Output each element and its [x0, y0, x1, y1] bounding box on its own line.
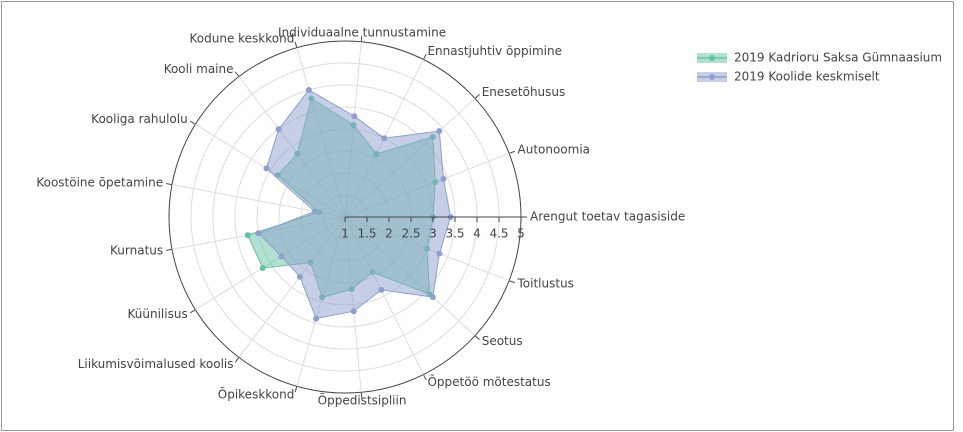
angular-tick: [189, 120, 196, 125]
category-label: Seotus: [482, 334, 523, 348]
series-point: [350, 308, 357, 315]
angular-tick: [360, 35, 363, 42]
category-label: Individuaalne tunnustamine: [278, 25, 446, 39]
series-point: [255, 230, 262, 237]
radial-tick-label: 2: [385, 227, 393, 241]
radial-tick-label: 3: [429, 227, 437, 241]
angular-tick: [189, 309, 196, 314]
category-label: Kooliga rahulolu: [91, 112, 188, 126]
radial-tick-label: 2.5: [401, 227, 420, 241]
radial-tick-label: 4.5: [489, 227, 508, 241]
category-label: Ennastjuhtiv õppimine: [427, 44, 562, 58]
angular-tick: [294, 41, 298, 48]
radial-tick-label: 1: [341, 227, 349, 241]
angular-tick: [166, 248, 173, 251]
legend-label: 2019 Koolide keskmiselt: [734, 70, 880, 84]
radial-tick-label: 1.5: [357, 227, 376, 241]
angular-tick: [423, 53, 427, 60]
series-point: [311, 208, 318, 215]
series-point: [429, 294, 436, 301]
category-label: Küünilisus: [128, 307, 188, 321]
series-point: [378, 286, 385, 293]
angular-tick: [234, 71, 240, 77]
category-label: Autonoomia: [518, 143, 591, 157]
category-label: Kooli maine: [164, 62, 234, 76]
series-point: [436, 250, 443, 257]
category-label: Kurnatus: [110, 243, 163, 257]
angular-tick: [294, 386, 298, 393]
angular-tick: [423, 374, 427, 381]
radial-tick-label: 4: [473, 227, 481, 241]
series-point: [263, 165, 270, 172]
category-label: Õppedistsipliin: [318, 393, 407, 408]
series-point: [259, 264, 266, 271]
radial-tick-label: 5: [517, 227, 525, 241]
category-label: Koostöine õpetamine: [36, 176, 163, 190]
legend-marker: [709, 74, 715, 80]
series-point: [381, 135, 388, 142]
series-point: [436, 128, 443, 135]
angular-tick: [234, 357, 240, 363]
series-point: [351, 113, 358, 120]
series-point: [440, 175, 447, 182]
angular-tick: [474, 94, 480, 99]
series-point: [278, 253, 285, 260]
series-point: [275, 126, 282, 133]
angular-tick: [166, 183, 173, 186]
angular-tick: [508, 280, 515, 284]
category-label: Enesetõhusus: [482, 85, 566, 99]
series-point: [305, 87, 312, 94]
category-label: Õpikeskkond: [218, 386, 295, 401]
series-area: [257, 89, 452, 320]
category-label: Kodune keskkond: [190, 32, 295, 46]
legend-marker: [709, 55, 715, 61]
series-point: [296, 273, 303, 280]
category-label: Arengut toetav tagasiside: [530, 210, 685, 224]
category-label: Toitlustus: [517, 276, 574, 290]
series-point: [313, 315, 320, 322]
legend-label: 2019 Kadrioru Saksa Gümnaasium: [734, 51, 942, 65]
radial-tick-label: 3.5: [445, 227, 464, 241]
category-label: Õppetöö mõtestatus: [427, 374, 550, 389]
angular-tick: [360, 392, 363, 399]
angular-tick: [508, 150, 515, 154]
category-label: Liikumisvõimalused koolis: [78, 357, 234, 371]
angular-tick: [474, 335, 480, 340]
series-point: [244, 232, 251, 239]
